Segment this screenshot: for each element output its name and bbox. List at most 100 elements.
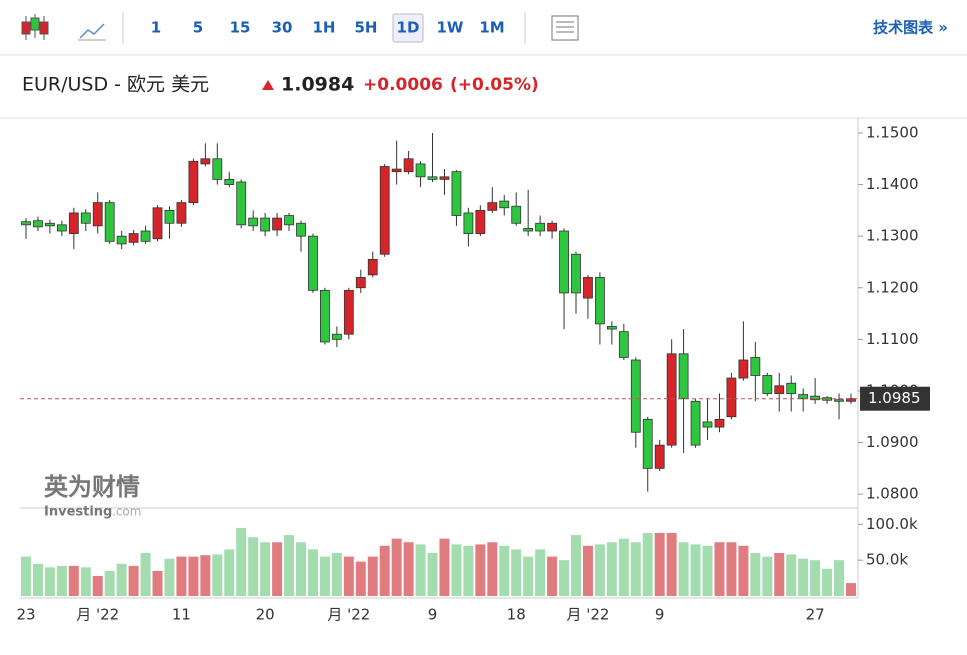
volume-bar [176, 556, 187, 596]
candle-body [846, 398, 856, 402]
volume-bar [702, 545, 713, 596]
candle-body [451, 171, 462, 216]
candle-icon[interactable] [21, 14, 49, 40]
candle-body [678, 353, 689, 400]
candle-body [583, 277, 593, 299]
candle-body [248, 217, 259, 227]
interval-button[interactable]: 5 [193, 19, 203, 37]
candle-body [511, 205, 522, 224]
candle-body [80, 212, 91, 224]
technical-chart-link[interactable]: 技术图表 » [873, 19, 948, 37]
candle-body [92, 202, 103, 227]
volume-bar [92, 575, 103, 596]
x-tick-label: 23 [16, 606, 35, 624]
candle-body [475, 209, 486, 234]
candle-body [798, 394, 809, 400]
volume-bar [523, 556, 534, 596]
volume-bar [128, 565, 139, 596]
volume-bar [535, 549, 546, 596]
volume-bar [140, 553, 151, 596]
volume-bar [798, 558, 809, 596]
interval-button[interactable]: 1M [479, 19, 504, 37]
candle-body [786, 382, 797, 394]
volume-bar [427, 553, 438, 596]
volume-bar [690, 544, 701, 596]
volume-bar [714, 542, 725, 596]
volume-bar [355, 561, 366, 596]
volume-bar [451, 544, 462, 596]
candle-body [571, 253, 581, 294]
interval-button[interactable]: 15 [230, 19, 251, 37]
candle-body [164, 209, 175, 224]
volume-bar [68, 565, 79, 596]
volume-bar [21, 556, 31, 596]
y-tick-label: 1.1300 [866, 227, 919, 245]
candle-body [834, 399, 844, 402]
candle-body [595, 277, 605, 325]
volume-bar [284, 535, 295, 596]
volume-bar [319, 556, 330, 596]
interval-button[interactable]: 1H [313, 19, 336, 37]
up-arrow [262, 80, 274, 90]
volume-bar [116, 563, 127, 596]
volume-bar [822, 568, 833, 596]
candle-body [499, 200, 510, 209]
candle-body [284, 215, 294, 226]
volume-bar [296, 542, 306, 596]
x-tick-label: 18 [507, 606, 526, 624]
candle-body [379, 166, 390, 255]
interval-button[interactable]: 30 [272, 19, 293, 37]
line-icon[interactable] [78, 23, 106, 41]
volume-bar [248, 537, 259, 596]
price: 1.0984 [281, 74, 354, 96]
volume-bar [307, 549, 318, 596]
symbol: EUR/USD - 欧元 美元 [22, 74, 209, 96]
candle-body [152, 207, 163, 240]
volume-bar [164, 558, 175, 596]
volume-bar [236, 527, 247, 596]
volume-bar [343, 556, 354, 596]
volume-bar [200, 555, 211, 596]
candle-body [188, 160, 199, 204]
candle-body [320, 289, 330, 343]
logo-en: Investing [44, 505, 112, 520]
volume-bar [726, 542, 737, 596]
candle-body [260, 217, 271, 232]
volume-bar [415, 544, 426, 596]
y-tick-label: 1.0900 [866, 433, 919, 451]
candle-body [535, 222, 546, 232]
interval-button[interactable]: 1 [151, 19, 161, 37]
interval-button[interactable]: 1W [437, 19, 464, 37]
table-icon[interactable] [551, 15, 579, 41]
interval-button[interactable]: 1D [397, 19, 420, 37]
candle-body [236, 181, 247, 226]
volume-bar [367, 556, 378, 596]
volume-bar [786, 554, 797, 596]
candle-body [212, 158, 223, 180]
candle-body [308, 235, 318, 291]
x-tick-label: 9 [655, 606, 665, 624]
candle-body [200, 158, 211, 165]
last-price-tag [860, 386, 930, 411]
volume-bar [547, 556, 558, 596]
candle-body [726, 377, 737, 418]
x-tick-label: 27 [806, 606, 825, 624]
volume-bar [654, 532, 665, 596]
volume-bar [463, 545, 474, 596]
logo-domain: .com [112, 505, 141, 519]
candle-body [618, 331, 629, 358]
interval-button[interactable]: 5H [355, 19, 378, 37]
x-tick-label: 月 '22 [327, 606, 370, 624]
candle-body [403, 158, 414, 173]
volume-bar [511, 549, 522, 596]
candle-body [415, 163, 426, 178]
candle-body [750, 357, 761, 376]
volume-tick-label: 50.0k [866, 551, 908, 569]
volume-bar [594, 544, 605, 596]
volume-bar [606, 542, 617, 596]
candle-body [331, 333, 342, 340]
candle-body [666, 353, 677, 446]
candle-body [355, 277, 366, 289]
change-pct: (+0.05%) [450, 75, 539, 95]
